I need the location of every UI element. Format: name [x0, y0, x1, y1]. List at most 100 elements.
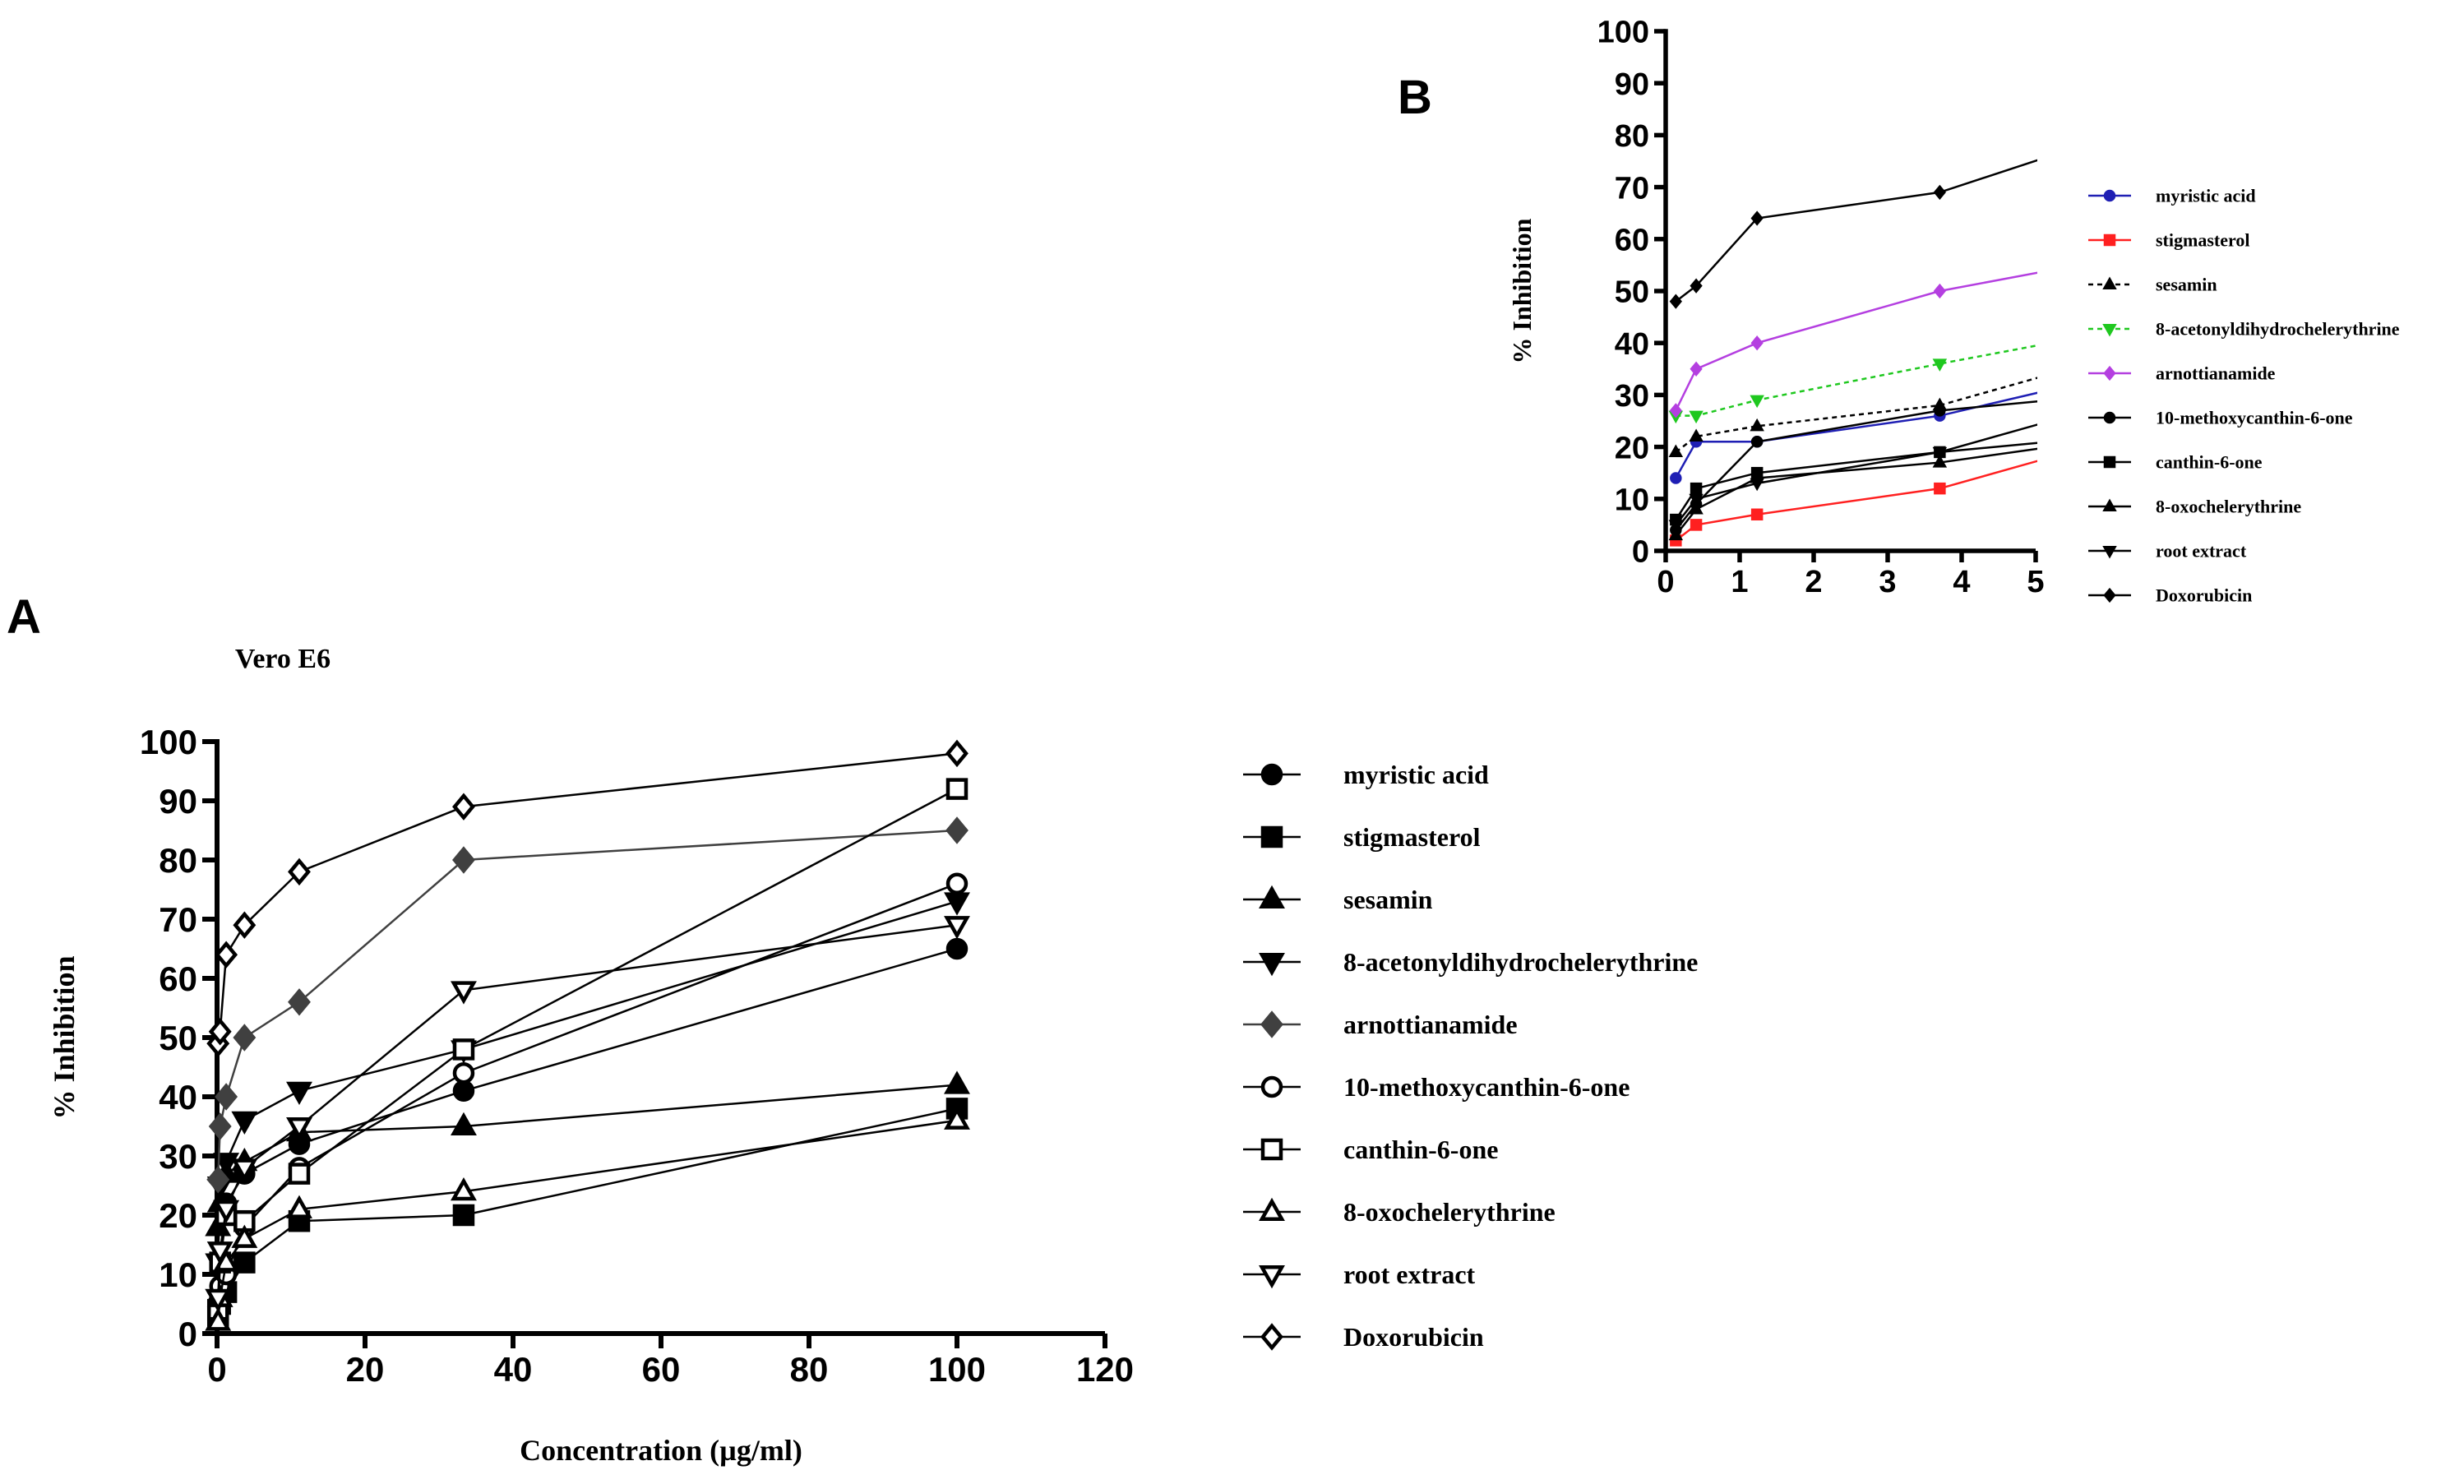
legend-item: arnottianamide	[2088, 363, 2276, 383]
data-point	[231, 1111, 258, 1135]
legend-swatch-marker	[2103, 455, 2116, 469]
legend-swatch-marker	[1259, 1264, 1285, 1289]
y-tick-label: 50	[159, 1019, 197, 1057]
data-point	[945, 937, 968, 960]
data-point	[452, 1061, 475, 1084]
data-point	[1669, 403, 1682, 418]
data-point	[1933, 184, 1946, 201]
legend-item: Doxorubicin	[2088, 585, 2252, 605]
series-line	[1675, 442, 2037, 520]
data-point	[1750, 478, 1764, 492]
data-point	[286, 1116, 312, 1141]
data-point	[205, 1288, 232, 1313]
y-tick-label: 20	[1615, 431, 1649, 465]
x-tick-label: 60	[642, 1350, 681, 1389]
legend-swatch-marker	[1260, 1138, 1283, 1161]
x-axis-title: Concentration (µg/ml)	[520, 1434, 802, 1467]
y-tick-label: 80	[1615, 119, 1649, 154]
series-canthin-6-one	[206, 778, 968, 1321]
x-tick-label: 80	[790, 1350, 829, 1389]
data-point	[945, 778, 968, 800]
data-point	[1750, 395, 1764, 409]
data-point	[233, 1024, 257, 1052]
legend: myristic acid stigmasterol sesamin 8-aceton…	[1243, 760, 1698, 1352]
series-doxorubicin	[1669, 159, 2037, 309]
data-point	[452, 846, 475, 874]
data-point	[452, 1079, 475, 1103]
data-point	[1690, 519, 1703, 531]
data-point	[215, 1083, 238, 1111]
y-tick-label: 30	[1615, 379, 1649, 414]
legend-swatch-marker	[1260, 1010, 1283, 1038]
data-point	[1668, 444, 1684, 457]
data-point	[452, 793, 475, 821]
data-point	[1669, 294, 1682, 309]
legend-item: 8-acetonyldihydrochelerythrine	[1243, 947, 1698, 977]
series-stigmasterol	[206, 1098, 968, 1327]
data-point	[1668, 527, 1684, 541]
legend-item: 8-acetonyldihydrochelerythrine	[2088, 318, 2400, 339]
data-point	[288, 1163, 311, 1185]
series-line	[216, 788, 958, 1311]
y-tick-label: 70	[159, 900, 197, 939]
x-tick-label: 2	[1805, 565, 1822, 599]
data-point	[286, 1195, 312, 1218]
series-line	[216, 829, 958, 1180]
legend-swatch-marker	[2103, 189, 2116, 202]
data-point	[945, 872, 968, 895]
data-point	[1689, 428, 1704, 442]
legend-item: canthin-6-one	[2088, 451, 2263, 472]
legend-label: myristic acid	[2156, 185, 2256, 206]
legend-swatch-marker	[1259, 952, 1285, 977]
legend-swatch-marker	[2102, 276, 2117, 290]
data-point	[206, 1166, 230, 1194]
data-point	[213, 1153, 240, 1177]
y-tick-label: 40	[159, 1078, 197, 1116]
series-sesamin	[1668, 377, 2037, 457]
legend-item: 8-oxochelerythrine	[2088, 496, 2301, 516]
y-tick-label: 30	[159, 1137, 197, 1176]
data-point	[1689, 410, 1704, 424]
axes: 0 10 20 30 40 50 60 70 80 90 100 0 1 2 3 4 5	[1597, 16, 2045, 599]
data-point	[1750, 210, 1764, 226]
legend-swatch-marker	[2103, 411, 2116, 424]
y-tick-label: 100	[140, 723, 197, 761]
y-axis-title: % Inhibition	[48, 955, 81, 1119]
legend-swatch-marker	[2102, 323, 2117, 337]
series-line	[217, 1107, 958, 1316]
legend-label: Doxorubicin	[2156, 585, 2252, 605]
legend-swatch-marker	[1260, 825, 1283, 848]
y-tick-label: 40	[1615, 327, 1649, 362]
legend-item: 8-oxochelerythrine	[1243, 1197, 1556, 1227]
legend-label: 8-oxochelerythrine	[1343, 1197, 1556, 1227]
x-tick-label: 20	[346, 1350, 385, 1389]
data-point	[206, 1241, 233, 1265]
data-point	[1750, 508, 1764, 521]
data-point	[1750, 418, 1764, 432]
legend-label: 8-acetonyldihydrochelerythrine	[1343, 947, 1698, 977]
legend-swatch-marker	[1259, 1197, 1285, 1222]
data-point	[1690, 278, 1703, 294]
axes: 0 10 20 30 40 50 60 70 80 90 100 0 20 40 60 80 100 120	[140, 723, 1134, 1389]
series-line	[216, 947, 958, 1305]
x-tick-label: 40	[494, 1350, 533, 1389]
x-tick-label: 0	[1657, 565, 1674, 599]
data-point	[944, 1070, 970, 1094]
data-point	[451, 981, 477, 1005]
legend-swatch-marker	[1260, 1075, 1283, 1098]
y-tick-label: 90	[1615, 67, 1649, 102]
legend-label: arnottianamide	[2156, 363, 2276, 383]
data-point	[1750, 436, 1764, 448]
legend-item: 10-methoxycanthin-6-one	[2088, 407, 2353, 428]
y-tick-label: 0	[1632, 535, 1649, 570]
y-tick-label: 10	[159, 1255, 197, 1294]
legend-item: 10-methoxycanthin-6-one	[1243, 1072, 1630, 1102]
series-arnottianamide	[206, 816, 968, 1194]
data-point	[1932, 455, 1948, 468]
legend-swatch-marker	[1259, 885, 1285, 909]
legend-swatch-marker	[2103, 233, 2116, 247]
y-tick-label: 60	[1615, 223, 1649, 257]
legend-swatch-marker	[2102, 498, 2117, 512]
data-point	[231, 1158, 258, 1182]
